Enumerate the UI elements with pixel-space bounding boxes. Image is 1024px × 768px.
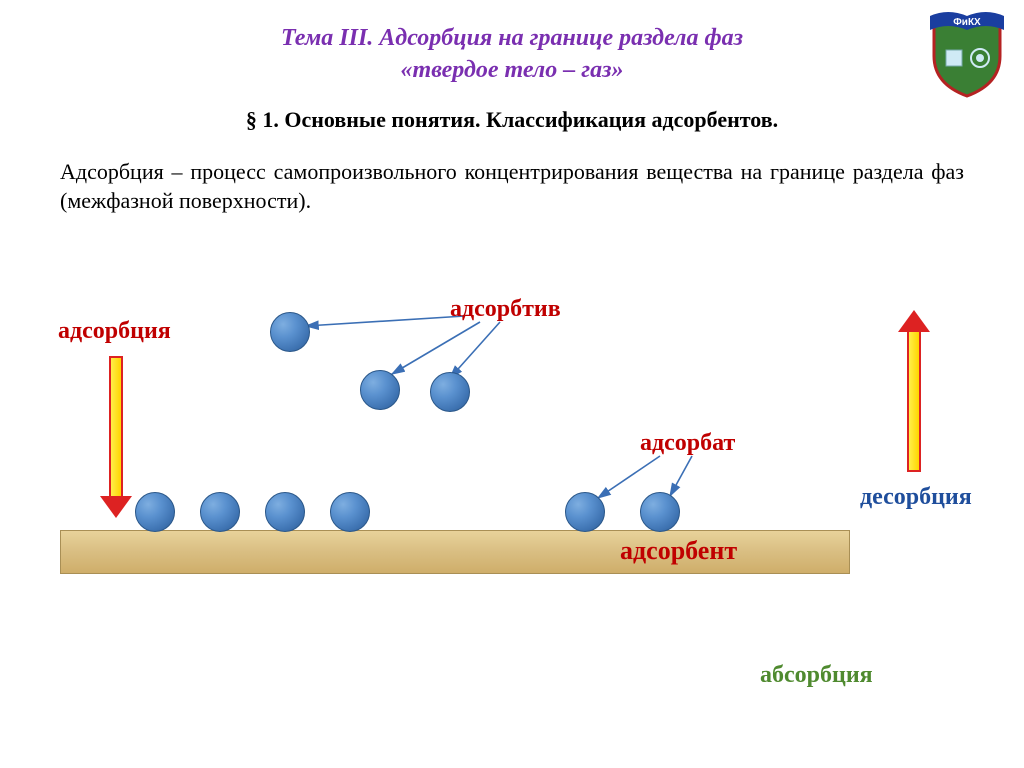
adsorbat-molecule xyxy=(265,492,305,532)
adsorbat-molecule xyxy=(565,492,605,532)
adsorbat-molecule xyxy=(640,492,680,532)
label-absorption: абсорбция xyxy=(760,662,873,689)
label-adsorbent: адсорбент xyxy=(620,536,737,566)
adsorbtiv-molecule xyxy=(270,312,310,352)
svg-text:ФиКХ: ФиКХ xyxy=(953,17,981,28)
desorption-arrow-icon xyxy=(900,310,928,474)
definition-text: Адсорбция – процесс самопроизвольного ко… xyxy=(60,157,964,216)
label-adsorbtiv: адсорбтив xyxy=(450,296,561,323)
logo-shield: ФиКХ xyxy=(930,12,1004,98)
section-heading: § 1. Основные понятия. Классификация адс… xyxy=(0,107,1024,133)
label-adsorbat: адсорбат xyxy=(640,430,735,457)
adsorbtiv-molecule xyxy=(360,370,400,410)
slide-title: Тема III. Адсорбция на границе раздела ф… xyxy=(0,0,1024,87)
adsorbat-molecule xyxy=(200,492,240,532)
label-adsorption: адсорбция xyxy=(58,318,171,345)
label-desorption: десорбция xyxy=(860,484,972,511)
title-line-1: Тема III. Адсорбция на границе раздела ф… xyxy=(0,22,1024,54)
adsorbat-molecule xyxy=(135,492,175,532)
adsorbtiv-molecule xyxy=(430,372,470,412)
title-line-2: «твердое тело – газ» xyxy=(0,54,1024,86)
adsorption-arrow-icon xyxy=(102,356,130,520)
adsorbat-molecule xyxy=(330,492,370,532)
